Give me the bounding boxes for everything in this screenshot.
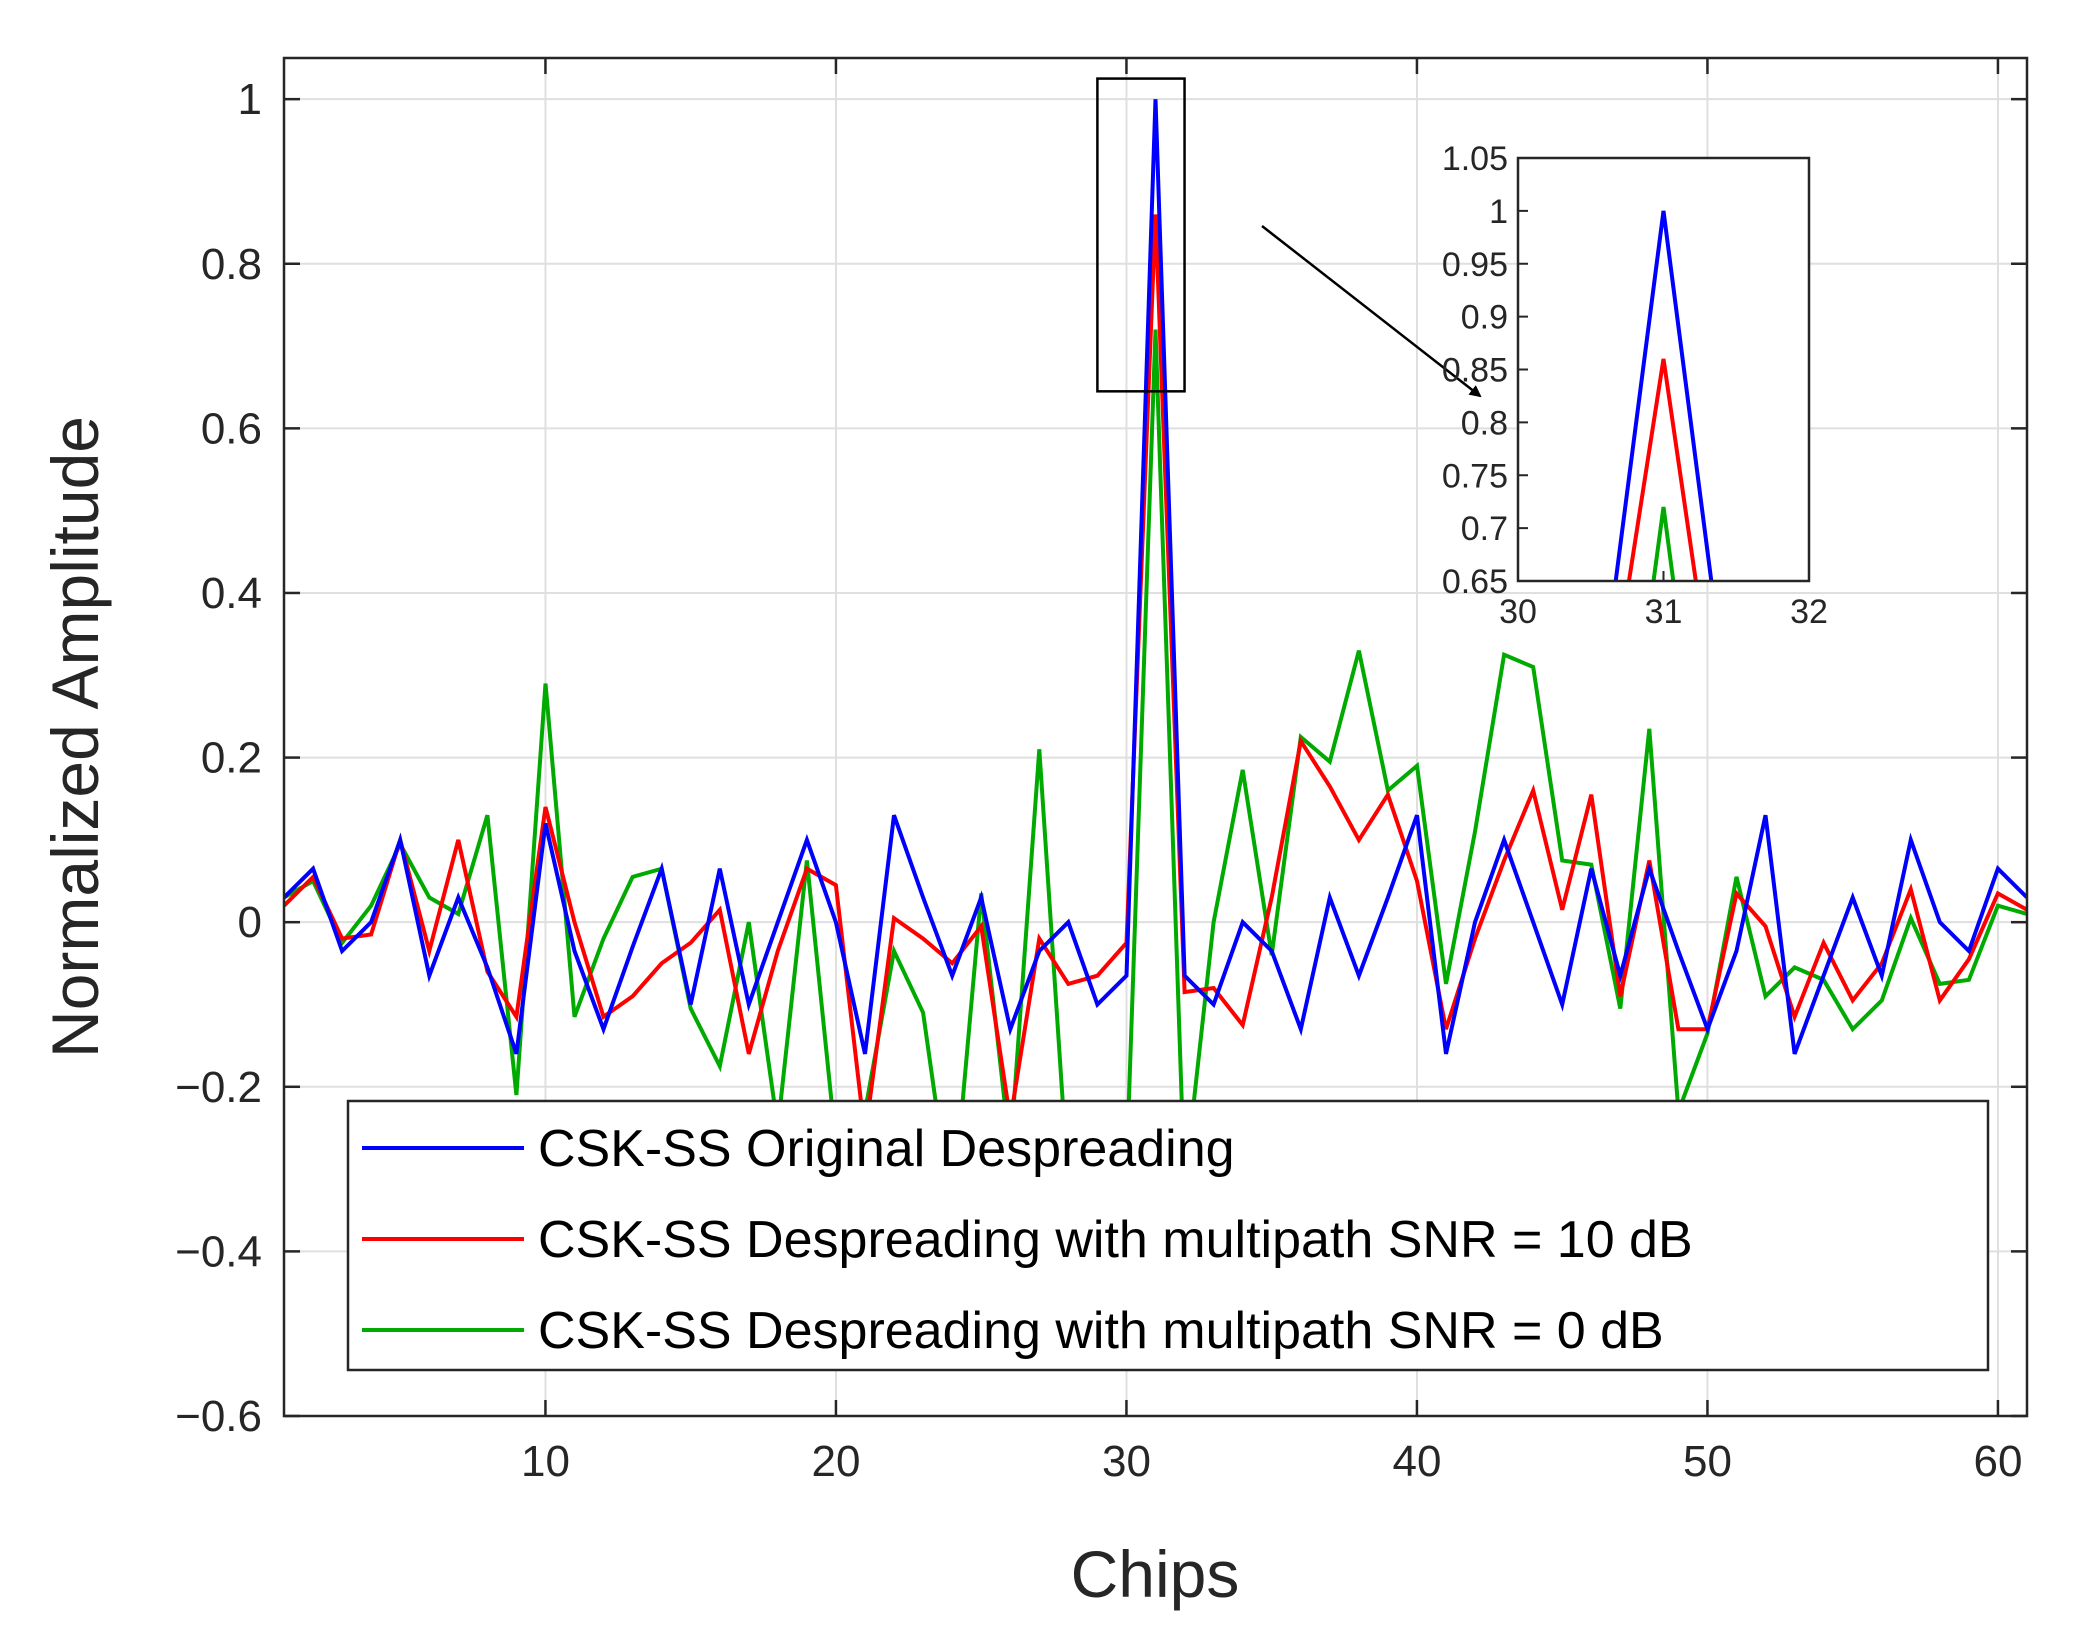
series-line-original-despreading	[284, 99, 2027, 1055]
inset-x-tick-label-31: 31	[1645, 593, 1683, 631]
x-tick-label-30: 30	[1102, 1437, 1151, 1486]
legend-label-snr-0db: CSK-SS Despreading with multipath SNR = …	[538, 1302, 1664, 1360]
inset-y-tick-label-0-95: 0.95	[1442, 246, 1508, 284]
legend: CSK-SS Original Despreading CSK-SS Despr…	[346, 1099, 1990, 1372]
y-tick-label-0-8: 0.8	[201, 240, 262, 289]
y-tick-label-0-2: −0.2	[175, 1063, 262, 1112]
inset-series-line-snr-0db	[1651, 506, 1676, 581]
axis-ticks: 10 20 30 40 50 60 −0.6 −0.4 −0.2 0 0.2 0.4 0.6 0.8 1	[175, 58, 2027, 1486]
legend-label-snr-10db: CSK-SS Despreading with multipath SNR = …	[538, 1211, 1693, 1269]
legend-box	[346, 1099, 1990, 1372]
inset-y-tick-label-1-05: 1.05	[1442, 140, 1508, 178]
inset-axis-ticks: 30 31 32 0.65 0.7 0.75 0.8 0.85 0.9 0.95 1 1.05	[1442, 140, 1828, 631]
x-tick-label-20: 20	[811, 1437, 860, 1486]
inset-y-tick-label-0-85: 0.85	[1442, 352, 1508, 390]
inset-y-tick-label-0-75: 0.75	[1442, 457, 1508, 495]
inset-y-tick-label-0-9: 0.9	[1461, 299, 1508, 337]
y-tick-label-0-4: −0.4	[175, 1227, 262, 1276]
inset-y-tick-label-1: 1	[1489, 193, 1508, 231]
x-axis-title: Chips	[1071, 1537, 1240, 1611]
legend-label-original: CSK-SS Original Despreading	[538, 1120, 1235, 1178]
x-tick-label-40: 40	[1392, 1437, 1441, 1486]
inset-x-tick-label-32: 32	[1790, 593, 1828, 631]
inset-y-tick-label-0-7: 0.7	[1461, 510, 1508, 548]
y-tick-label-0-4: 0.4	[201, 569, 262, 618]
y-axis-title: Normalized Amplitude	[38, 416, 112, 1058]
series-group	[284, 99, 2027, 1275]
series-line-snr-10db	[284, 214, 2027, 1137]
inset-series-line-original-despreading	[1613, 210, 1714, 581]
y-tick-label-0-6: 0.6	[201, 404, 262, 453]
inset-chart: 30 31 32 0.65 0.7 0.75 0.8 0.85 0.9 0.95 1 1.05	[1442, 140, 1828, 631]
series-line-snr-0db	[284, 329, 2027, 1275]
plot-frame	[282, 56, 2029, 1418]
y-tick-label-0-6: −0.6	[175, 1392, 262, 1441]
zoom-highlight-box	[1096, 77, 1186, 393]
inset-y-tick-label-0-8: 0.8	[1461, 404, 1508, 442]
inset-x-tick-label-30: 30	[1499, 593, 1537, 631]
zoom-arrow	[1261, 225, 1482, 398]
inset-y-tick-label-0-65: 0.65	[1442, 563, 1508, 601]
x-tick-label-10: 10	[521, 1437, 570, 1486]
y-tick-label-0: 0	[238, 898, 262, 947]
y-tick-label-0-2: 0.2	[201, 734, 262, 783]
x-tick-label-60: 60	[1973, 1437, 2022, 1486]
y-tick-label-1: 1	[238, 75, 262, 124]
inset-series-line-snr-10db	[1626, 358, 1698, 581]
inset-series-group	[1613, 210, 1714, 581]
x-tick-label-50: 50	[1683, 1437, 1732, 1486]
